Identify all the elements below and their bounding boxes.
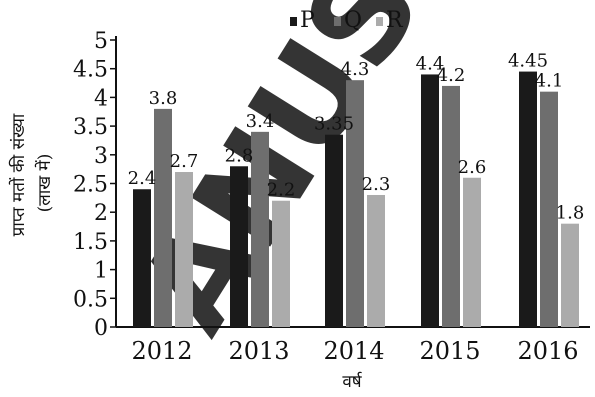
bar-p-2014 (325, 134, 343, 327)
legend-label-q: Q (344, 8, 362, 33)
y-tick-label: 3.5 (73, 115, 108, 140)
bar-r-2015 (463, 177, 481, 327)
bars (133, 71, 579, 328)
x-tick-label: 2015 (419, 337, 480, 365)
x-axis-title: वर्ष (342, 371, 362, 392)
bar-q-2012 (154, 108, 172, 327)
axes: 0 0.5 1 1.5 2 2.5 3 3.5 4 4.5 5 2012 2013 2014 2015 201… (73, 29, 590, 365)
bar-q-2015 (442, 85, 460, 327)
data-label-q-2013: 3.4 (246, 111, 275, 132)
legend-label-r: R (386, 8, 404, 33)
bar-p-2015 (421, 74, 439, 327)
data-label-p-2013: 2.8 (225, 145, 254, 166)
data-label-q-2015: 4.2 (437, 65, 466, 86)
y-tick-label: 1 (94, 259, 108, 284)
bar-r-2013 (272, 200, 290, 327)
x-tick-label: 2013 (228, 337, 289, 365)
bar-p-2012 (133, 189, 151, 327)
y-tick-label: 0.5 (73, 287, 108, 312)
legend-label-p: P (300, 8, 315, 33)
bar-q-2013 (251, 131, 269, 327)
bar-p-2016 (519, 71, 537, 327)
x-tick-label: 2014 (323, 337, 384, 365)
bar-r-2016 (561, 223, 579, 327)
data-label-q-2016: 4.1 (535, 71, 564, 92)
data-label-r-2013: 2.2 (267, 180, 296, 201)
x-tick-label: 2012 (131, 337, 192, 365)
y-tick-label: 2.5 (73, 173, 108, 198)
legend-swatch-p (290, 17, 297, 26)
bar-r-2012 (175, 172, 193, 327)
data-label-r-2016: 1.8 (556, 203, 585, 224)
bar-q-2014 (346, 80, 364, 328)
data-label-q-2014: 4.3 (341, 59, 370, 80)
bar-p-2013 (230, 166, 248, 327)
data-label-r-2015: 2.6 (458, 157, 487, 178)
data-label-p-2016: 4.45 (508, 51, 548, 72)
y-tick-label: 4 (94, 86, 108, 111)
data-label-r-2014: 2.3 (362, 174, 391, 195)
data-label-q-2012: 3.8 (149, 88, 178, 109)
y-tick-label: 5 (94, 29, 108, 54)
data-label-p-2014: 3.35 (314, 114, 354, 135)
y-tick-label: 0 (94, 316, 108, 341)
y-tick-label: 4.5 (73, 58, 108, 83)
data-labels: 2.4 3.8 2.7 2.8 3.4 2.2 3.35 4.3 2.3 4.44.2 2.6 4.4… (128, 51, 585, 224)
y-tick-label: 1.5 (73, 230, 108, 255)
y-tick-label: 2 (94, 201, 108, 226)
y-axis-title: प्राप्त मतों की संख्या (8, 113, 29, 236)
data-label-r-2012: 2.7 (170, 151, 199, 172)
data-label-p-2015: 4.4 (416, 53, 445, 74)
y-axis-unit: (लाख में) (34, 154, 55, 213)
bar-q-2016 (540, 91, 558, 327)
y-tick-label: 3 (94, 144, 108, 169)
x-tick-label: 2016 (517, 337, 578, 365)
data-label-p-2012: 2.4 (128, 168, 157, 189)
legend-swatch-q (334, 17, 341, 26)
bar-r-2014 (367, 194, 385, 327)
legend-swatch-r (376, 17, 383, 26)
